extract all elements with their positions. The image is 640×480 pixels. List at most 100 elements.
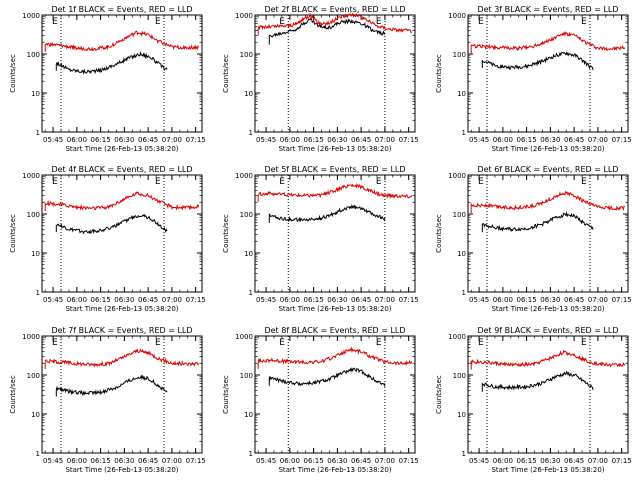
plot-frame bbox=[41, 14, 203, 133]
events-rate-line bbox=[481, 51, 594, 71]
x-tick-label: 06:30 bbox=[327, 296, 347, 304]
event-marker-label: E bbox=[376, 177, 382, 187]
detector-panel: Det 8f BLACK = Events, RED = LLD 1 10 100 10… bbox=[222, 326, 419, 474]
panel-title: Det 3f BLACK = Events, RED = LLD bbox=[477, 5, 618, 14]
y-tick-label: 100 bbox=[453, 372, 466, 380]
x-axis-label: Start Time (26-Feb-13 05:38:20) bbox=[278, 466, 391, 474]
lld-rate-line bbox=[257, 12, 412, 36]
panel-title: Det 2f BLACK = Events, RED = LLD bbox=[264, 5, 405, 14]
y-tick-label: 100 bbox=[27, 51, 40, 59]
y-tick-label: 10 bbox=[31, 411, 40, 419]
x-tick-label: 07:15 bbox=[186, 457, 206, 465]
x-axis-label: Start Time (26-Feb-13 05:38:20) bbox=[65, 145, 178, 153]
y-tick-label: 10 bbox=[31, 250, 40, 258]
event-marker-label: E bbox=[52, 177, 58, 187]
y-tick-label: 1 bbox=[36, 289, 40, 297]
x-tick-label: 07:00 bbox=[375, 457, 395, 465]
y-tick-label: 1000 bbox=[235, 172, 253, 180]
event-marker-label: E bbox=[376, 338, 382, 348]
event-marker-label: E bbox=[155, 338, 161, 348]
y-tick-label: 1000 bbox=[22, 172, 40, 180]
x-tick-label: 06:00 bbox=[280, 457, 300, 465]
x-tick-label: 06:15 bbox=[91, 136, 111, 144]
x-tick-label: 06:00 bbox=[280, 296, 300, 304]
plot-frame bbox=[467, 174, 629, 293]
y-tick-label: 10 bbox=[457, 90, 466, 98]
x-tick-label: 07:15 bbox=[186, 296, 206, 304]
x-tick-label: 06:00 bbox=[67, 457, 87, 465]
detector-panel: Det 7f BLACK = Events, RED = LLD 1 10 100 10… bbox=[9, 326, 206, 474]
x-tick-label: 06:15 bbox=[304, 457, 324, 465]
events-rate-line bbox=[55, 50, 168, 76]
x-tick-label: 07:00 bbox=[162, 457, 182, 465]
x-tick-label: 06:45 bbox=[564, 296, 584, 304]
y-axis-label: Counts/sec bbox=[222, 375, 230, 414]
lld-rate-line bbox=[44, 348, 200, 369]
x-tick-label: 06:30 bbox=[327, 457, 347, 465]
x-tick-label: 07:00 bbox=[162, 296, 182, 304]
detector-panel: Det 4f BLACK = Events, RED = LLD 1 10 100 10… bbox=[9, 165, 206, 313]
y-tick-label: 10 bbox=[457, 250, 466, 258]
lld-rate-line bbox=[470, 190, 625, 213]
x-axis-label: Start Time (26-Feb-13 05:38:20) bbox=[65, 466, 178, 474]
x-tick-label: 07:15 bbox=[399, 457, 419, 465]
detector-panel: Det 2f BLACK = Events, RED = LLD 1 10 100 10… bbox=[222, 5, 419, 153]
y-tick-label: 10 bbox=[244, 411, 253, 419]
event-marker-label: E bbox=[478, 17, 484, 27]
x-tick-label: 06:45 bbox=[351, 136, 371, 144]
panel-title: Det 1f BLACK = Events, RED = LLD bbox=[51, 5, 192, 14]
plot-frame bbox=[254, 335, 416, 454]
lld-rate-line bbox=[257, 182, 413, 202]
x-tick-label: 06:45 bbox=[351, 296, 371, 304]
lld-rate-line bbox=[470, 30, 626, 54]
y-axis-label: Counts/sec bbox=[9, 214, 17, 253]
lld-rate-line bbox=[257, 346, 413, 369]
x-tick-label: 07:00 bbox=[375, 136, 395, 144]
y-tick-label: 100 bbox=[453, 211, 466, 219]
y-tick-label: 100 bbox=[240, 372, 253, 380]
x-tick-label: 05:45 bbox=[43, 136, 63, 144]
x-tick-label: 07:00 bbox=[375, 296, 395, 304]
events-rate-line bbox=[481, 211, 594, 233]
x-tick-label: 05:45 bbox=[43, 296, 63, 304]
panel-title: Det 4f BLACK = Events, RED = LLD bbox=[51, 165, 192, 174]
x-tick-label: 05:45 bbox=[469, 457, 489, 465]
panel-title: Det 8f BLACK = Events, RED = LLD bbox=[264, 326, 405, 335]
plot-frame bbox=[254, 174, 416, 293]
y-tick-label: 1000 bbox=[235, 333, 253, 341]
x-tick-label: 07:00 bbox=[588, 296, 608, 304]
x-tick-label: 06:30 bbox=[540, 457, 560, 465]
event-marker-label: E bbox=[279, 17, 285, 27]
x-tick-label: 06:00 bbox=[493, 136, 513, 144]
y-tick-label: 1 bbox=[36, 450, 40, 458]
event-marker-label: E bbox=[155, 17, 161, 27]
event-marker-label: E bbox=[478, 177, 484, 187]
x-axis-label: Start Time (26-Feb-13 05:38:20) bbox=[278, 305, 391, 313]
event-marker-label: E bbox=[581, 338, 587, 348]
panel-title: Det 5f BLACK = Events, RED = LLD bbox=[264, 165, 405, 174]
event-marker-label: E bbox=[279, 177, 285, 187]
x-tick-label: 06:45 bbox=[564, 136, 584, 144]
panel-title: Det 9f BLACK = Events, RED = LLD bbox=[477, 326, 618, 335]
y-axis-label: Counts/sec bbox=[435, 375, 443, 414]
y-tick-label: 100 bbox=[27, 372, 40, 380]
event-marker-label: E bbox=[52, 338, 58, 348]
y-tick-label: 100 bbox=[240, 211, 253, 219]
y-axis-label: Counts/sec bbox=[222, 54, 230, 93]
x-tick-label: 06:15 bbox=[517, 457, 537, 465]
x-tick-label: 06:30 bbox=[540, 296, 560, 304]
x-tick-label: 07:15 bbox=[612, 457, 632, 465]
x-tick-label: 06:45 bbox=[138, 136, 158, 144]
x-tick-label: 05:45 bbox=[256, 457, 276, 465]
y-tick-label: 1 bbox=[462, 129, 466, 137]
x-tick-label: 06:15 bbox=[304, 136, 324, 144]
detector-panel: Det 3f BLACK = Events, RED = LLD 1 10 100 10… bbox=[435, 5, 632, 153]
x-tick-label: 06:30 bbox=[540, 136, 560, 144]
events-rate-line bbox=[268, 366, 386, 387]
y-tick-label: 100 bbox=[27, 211, 40, 219]
x-tick-label: 07:15 bbox=[399, 296, 419, 304]
y-tick-label: 1000 bbox=[22, 333, 40, 341]
plot-frame bbox=[467, 335, 629, 454]
x-tick-label: 06:15 bbox=[91, 457, 111, 465]
x-tick-label: 06:45 bbox=[138, 296, 158, 304]
